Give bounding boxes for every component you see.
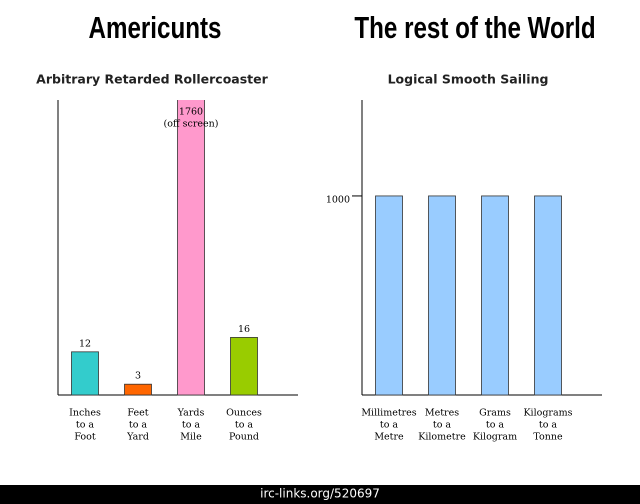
bar <box>124 383 152 396</box>
x-tick-label: to a <box>539 420 558 431</box>
bar <box>71 351 99 396</box>
bar <box>428 195 456 396</box>
x-tick-label: Yards <box>177 408 205 419</box>
x-tick-label: to a <box>380 420 399 431</box>
value-label: 16 <box>238 324 250 335</box>
footer-bar <box>0 485 640 504</box>
bar-group <box>177 100 205 396</box>
x-tick-label: Kilometre <box>418 432 466 443</box>
heading: Americunts <box>89 10 222 45</box>
bar-group <box>71 351 99 396</box>
bar-group <box>230 337 258 396</box>
heading: The rest of the World <box>354 10 595 45</box>
x-tick-label: Kilograms <box>523 408 572 419</box>
x-tick-label: Metres <box>425 408 459 419</box>
x-tick-label: to a <box>486 420 505 431</box>
bar-group <box>124 383 152 396</box>
x-tick-label: Metre <box>374 432 404 443</box>
x-tick-label: Grams <box>479 408 511 419</box>
bar <box>375 195 403 396</box>
x-tick-label: Inches <box>69 408 101 419</box>
bar-group <box>428 195 456 396</box>
x-tick-label: Millimetres <box>361 408 416 419</box>
value-label: 12 <box>79 338 91 349</box>
bar <box>177 100 205 396</box>
bar <box>481 195 509 396</box>
annotation: (off screen) <box>163 119 218 130</box>
x-tick-label: Mile <box>180 432 202 443</box>
value-label: 1760 <box>179 107 203 118</box>
bar <box>534 195 562 396</box>
bar <box>230 337 258 396</box>
bar-group <box>534 195 562 396</box>
chart-title: Logical Smooth Sailing <box>388 72 549 87</box>
bar-group <box>375 195 403 396</box>
x-tick-label: Feet <box>127 408 148 419</box>
x-tick-label: to a <box>235 420 254 431</box>
x-tick-label: Kilogram <box>473 432 517 443</box>
x-tick-label: to a <box>433 420 452 431</box>
x-tick-label: to a <box>129 420 148 431</box>
footer: irc-links.org/520697 <box>260 487 380 501</box>
x-tick-label: to a <box>76 420 95 431</box>
y-tick-label: 1000 <box>326 194 350 205</box>
x-tick-label: Tonne <box>533 432 563 443</box>
chart-title: Arbitrary Retarded Rollercoaster <box>36 72 268 87</box>
x-tick-label: Pound <box>229 432 259 443</box>
x-tick-label: Ounces <box>226 408 262 419</box>
x-tick-label: Yard <box>126 432 149 443</box>
bar-group <box>481 195 509 396</box>
value-label: 3 <box>135 371 141 382</box>
x-tick-label: Foot <box>74 432 96 443</box>
x-tick-label: to a <box>182 420 201 431</box>
